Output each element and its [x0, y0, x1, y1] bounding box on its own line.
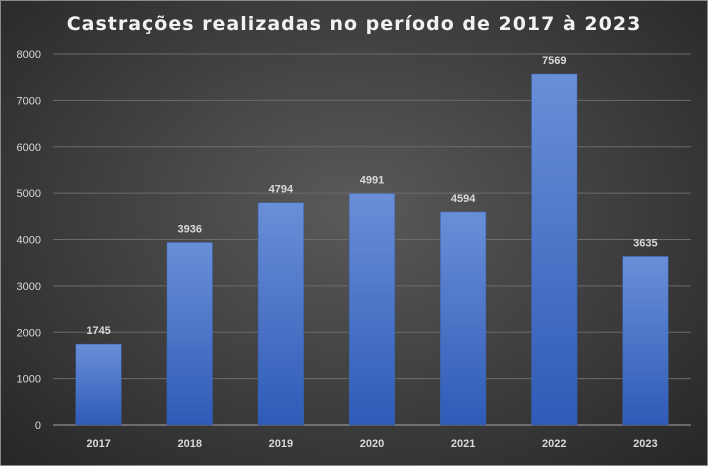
y-tick-label: 3000: [17, 281, 41, 293]
data-label: 4794: [269, 184, 294, 196]
data-label: 7569: [542, 55, 566, 67]
bar-2017: [75, 343, 122, 426]
y-tick-label: 2000: [17, 327, 41, 339]
bar-2020: [348, 193, 396, 426]
y-tick-label: 8000: [17, 49, 41, 61]
y-tick-label: 1000: [17, 374, 41, 386]
bar-2018: [166, 242, 213, 426]
bar-2021: [440, 211, 487, 426]
data-label: 4991: [360, 175, 384, 187]
y-tick-label: 7000: [17, 95, 41, 107]
bar-2023: [622, 256, 669, 426]
y-tick-label: 5000: [17, 188, 41, 200]
x-tick-label: 2021: [451, 438, 475, 450]
data-label: 4594: [451, 193, 476, 205]
bar-2022: [531, 73, 578, 426]
x-tick-label: 2019: [269, 438, 293, 450]
bars: [75, 73, 669, 426]
y-tick-label: 6000: [17, 142, 41, 154]
chart-title: Castrações realizadas no período de 2017…: [66, 13, 642, 35]
bar-2019: [257, 202, 304, 426]
data-label: 1745: [86, 325, 110, 337]
y-tick-label: 4000: [17, 235, 41, 247]
x-tick-label: 2023: [633, 438, 657, 450]
data-label: 3936: [177, 223, 201, 235]
x-tick-label: 2020: [360, 438, 384, 450]
x-tick-label: 2022: [542, 438, 566, 450]
data-label: 3635: [633, 237, 657, 249]
y-tick-label: 0: [35, 420, 41, 432]
labels: 0 1000 2000 3000 4000 5000 6000 7000 8000 1745 201…: [17, 49, 658, 450]
x-tick-label: 2018: [177, 438, 201, 450]
x-tick-label: 2017: [86, 438, 110, 450]
